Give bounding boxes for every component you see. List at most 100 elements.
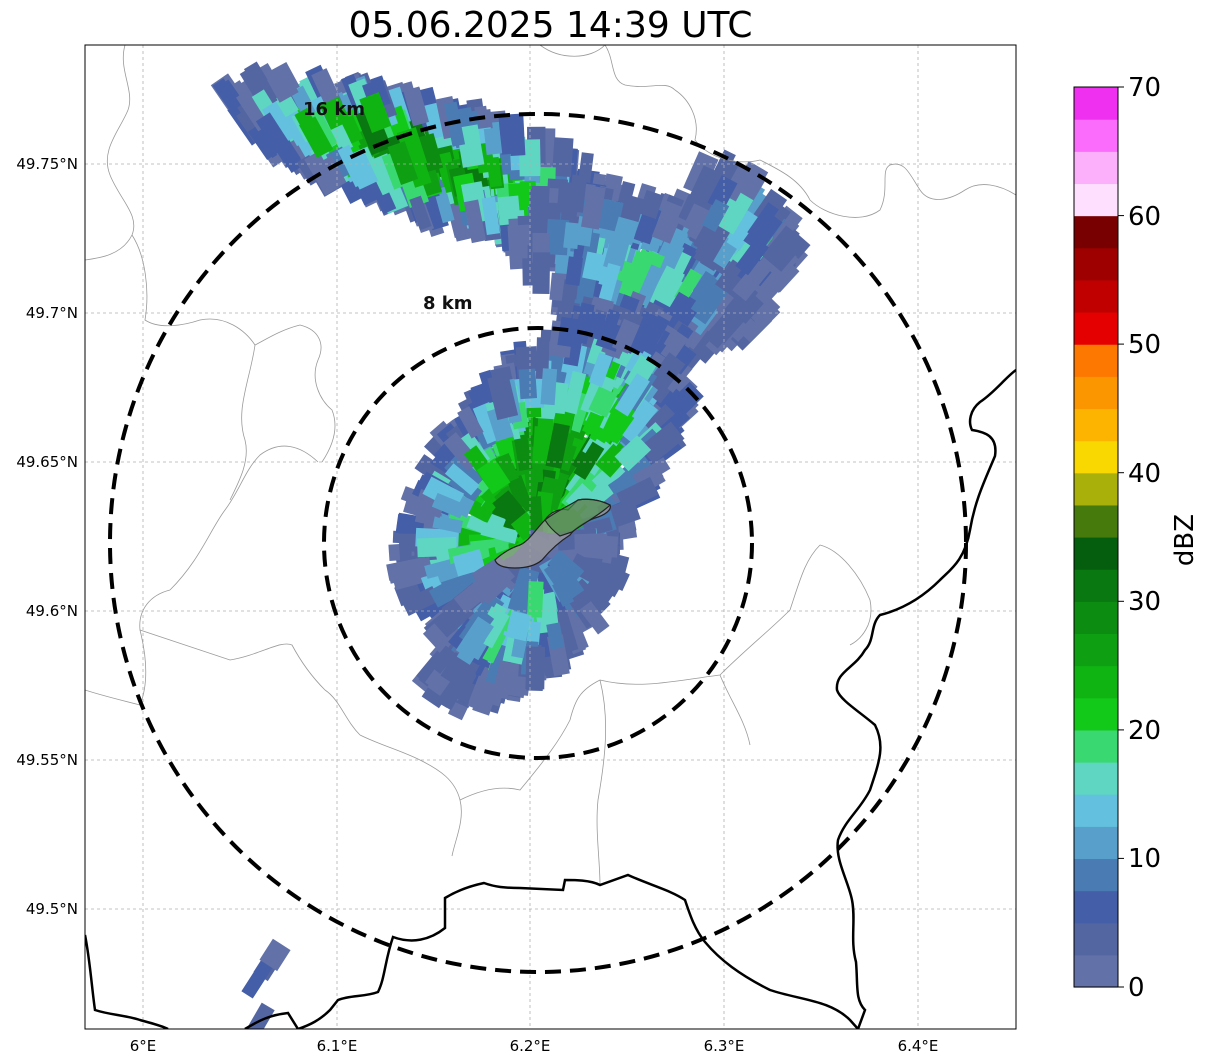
echo-cell [612,216,639,246]
echo-cell [486,406,514,442]
colorbar-swatch [1074,826,1118,860]
colorbar-swatch [1074,922,1118,956]
echo-cell [588,352,613,387]
colorbar-swatch [1074,537,1118,570]
echo-cell [568,174,588,213]
lon-label: 6.4°E [898,1037,939,1055]
echo-cell [394,559,426,580]
echo-cell [480,521,519,544]
colorbar-swatch [1074,151,1118,185]
lon-label: 6.3°E [704,1037,745,1055]
echo-cell [432,515,463,534]
colorbar-tick-label: 70 [1128,73,1161,103]
colorbar-swatch [1074,601,1118,635]
echo-cell [616,476,659,512]
echo-cell [732,259,771,302]
echo-cell [607,470,638,499]
echo-cell [557,316,582,348]
echo-cell [431,492,466,519]
echo-cell [435,193,455,224]
echo-cell [493,452,520,484]
echo-cell [463,199,487,244]
echo-cell [688,270,717,306]
national-border [85,368,1016,1029]
echo-cell [694,173,724,211]
echo-cell [481,196,501,236]
map-panel[interactable]: 8 km 16 km [85,45,1016,1045]
latitude-axis-labels: 49.75°N 49.7°N 49.65°N 49.6°N 49.55°N 49… [16,155,78,918]
echo-cell [487,373,519,421]
echo-cell [611,318,640,354]
colorbar-swatch [1074,312,1118,345]
colorbar-swatch [1074,794,1118,827]
echo-cell [734,291,767,324]
colorbar-swatch [1074,729,1118,763]
echo-cell [563,222,581,249]
colorbar-swatch [1074,858,1118,892]
echo-cell [638,189,664,220]
range-ring-16km [108,112,968,974]
echo-cell [701,199,730,233]
echo-cell [547,549,585,585]
colorbar-tick-label: 0 [1128,973,1145,1003]
lon-label: 6.2°E [510,1037,551,1055]
colorbar-swatch [1074,890,1118,924]
colorbar-tick-label: 10 [1128,844,1161,874]
colorbar-swatch [1074,183,1118,217]
echo-cell [651,200,685,244]
echo-cell [596,198,624,232]
echo-cell [259,938,291,972]
colorbar-swatch [1074,665,1118,699]
colorbar-swatch [1074,344,1118,377]
colorbar-swatch [1074,472,1118,506]
echo-cell [527,581,544,618]
echo-cell [726,210,761,251]
echo-cell [291,88,318,122]
echo-cell [764,228,807,272]
echo-cell [255,112,289,151]
echo-cell [304,151,340,196]
lat-label: 49.55°N [16,751,78,769]
colorbar-swatch [1074,762,1118,795]
city-outline [494,498,612,569]
echo-cell [344,148,379,190]
echo-cell [452,549,486,577]
echo-cell [607,410,635,442]
echo-cell [262,101,297,145]
echo-cell [559,279,578,320]
echo-cell [457,406,484,439]
echo-cell [565,256,583,286]
echo-cell [639,421,685,464]
colorbar-swatch [1074,119,1118,152]
echo-cell [341,115,364,144]
radar-echo-layer [210,61,811,1029]
echo-cell [543,557,585,603]
echo-cell [507,224,532,270]
echo-cell [507,475,534,515]
lon-label: 6.1°E [317,1037,358,1055]
lat-label: 49.65°N [16,453,78,471]
range-ring-label-8km: 8 km [423,293,473,314]
lat-label: 49.75°N [16,155,78,173]
echo-cell [409,195,432,231]
lon-label: 6°E [130,1037,157,1055]
colorbar-swatch [1074,440,1118,474]
echo-cell [525,646,546,690]
colorbar-tick-label: 20 [1128,716,1161,746]
colorbar-ticks [1118,86,1124,988]
echo-cell [573,441,605,480]
echo-cell [247,124,278,160]
map-frame [84,44,1017,1030]
echo-cell [429,645,457,675]
echo-cell [693,221,731,268]
echo-cell [545,218,570,256]
admin-boundaries [85,45,1016,886]
lat-label: 49.6°N [26,602,78,620]
lat-label: 49.5°N [26,900,78,918]
colorbar-swatch [1074,376,1118,410]
echo-cell [482,561,515,594]
echo-cell [319,96,351,130]
map-title: 05.06.2025 14:39 UTC [348,5,753,46]
colorbar-tick-label: 50 [1128,330,1161,360]
